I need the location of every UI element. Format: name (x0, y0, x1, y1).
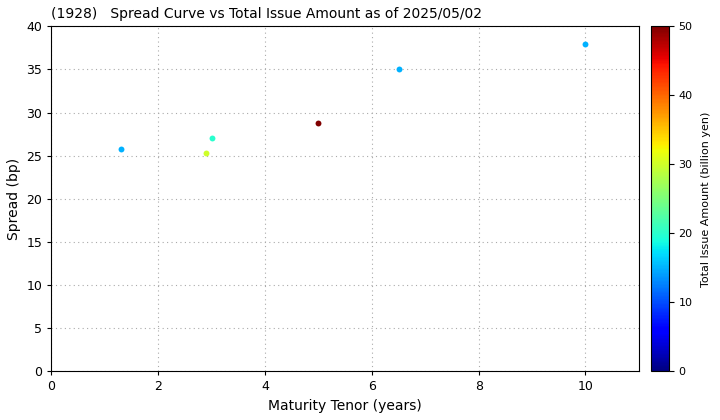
Point (580, 40, 591, 47)
Text: (1928)   Spread Curve vs Total Issue Amount as of 2025/05/02: (1928) Spread Curve vs Total Issue Amoun… (51, 7, 482, 21)
Point (115, 145, 127, 152)
Y-axis label: Spread (bp): Spread (bp) (7, 158, 21, 240)
Point (393, 66, 405, 73)
Point (206, 135, 217, 142)
Point (312, 120, 324, 126)
Point (200, 150, 212, 157)
Y-axis label: Total Issue Amount (billion yen): Total Issue Amount (billion yen) (701, 111, 711, 286)
X-axis label: Maturity Tenor (years): Maturity Tenor (years) (269, 399, 422, 413)
